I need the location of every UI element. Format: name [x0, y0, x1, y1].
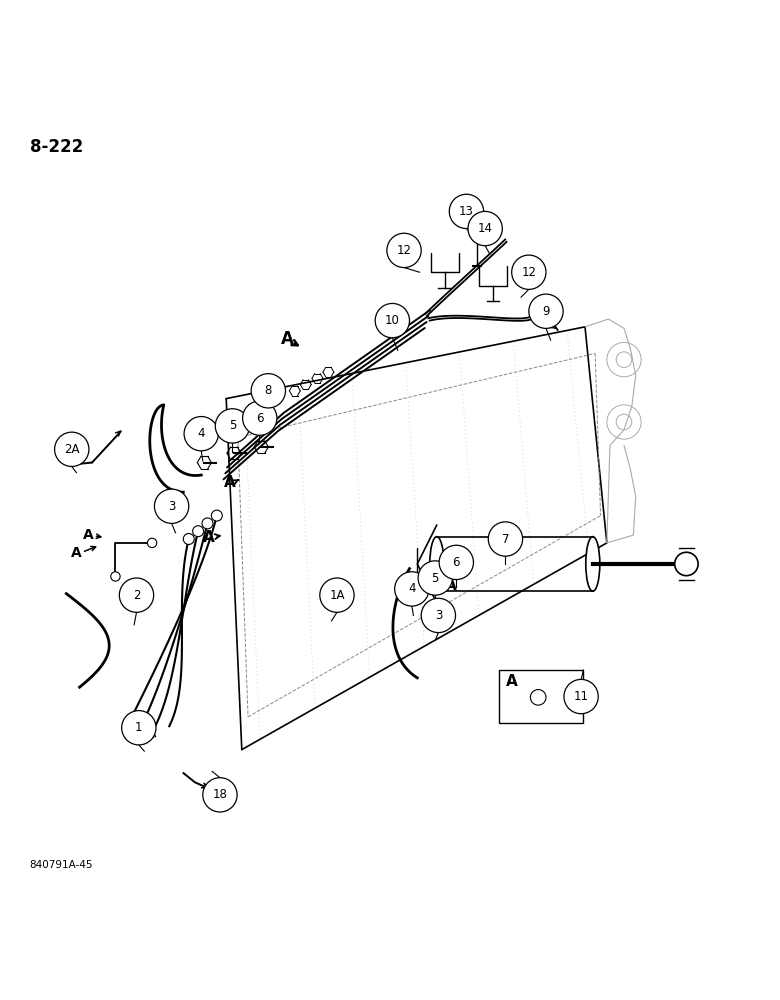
- Circle shape: [211, 510, 222, 521]
- Circle shape: [202, 518, 213, 529]
- Circle shape: [184, 417, 218, 451]
- Text: A: A: [83, 528, 94, 542]
- Text: 1: 1: [135, 721, 143, 734]
- Circle shape: [251, 374, 285, 408]
- Text: A: A: [71, 546, 82, 560]
- Circle shape: [468, 211, 502, 246]
- Circle shape: [122, 711, 156, 745]
- Ellipse shape: [586, 537, 600, 591]
- Circle shape: [675, 552, 698, 576]
- Circle shape: [203, 778, 237, 812]
- Text: 2: 2: [133, 589, 140, 602]
- Circle shape: [375, 303, 410, 338]
- Circle shape: [183, 534, 194, 544]
- Text: A: A: [224, 475, 236, 490]
- Circle shape: [193, 526, 204, 537]
- Circle shape: [111, 572, 120, 581]
- Text: 7: 7: [502, 533, 509, 546]
- Text: 10: 10: [385, 314, 400, 327]
- Text: 5: 5: [431, 572, 439, 584]
- Circle shape: [387, 233, 421, 268]
- Circle shape: [418, 561, 452, 595]
- Text: 18: 18: [212, 788, 228, 801]
- Ellipse shape: [430, 537, 444, 591]
- Circle shape: [320, 578, 354, 612]
- Circle shape: [449, 194, 484, 229]
- Circle shape: [215, 409, 250, 443]
- Circle shape: [529, 294, 563, 328]
- Circle shape: [154, 489, 189, 523]
- Text: 6: 6: [256, 412, 264, 425]
- Text: 13: 13: [459, 205, 474, 218]
- Circle shape: [119, 578, 154, 612]
- Text: 12: 12: [396, 244, 412, 257]
- Text: A: A: [445, 578, 457, 593]
- Text: 2A: 2A: [64, 443, 80, 456]
- Text: 4: 4: [197, 427, 205, 440]
- Circle shape: [421, 598, 456, 633]
- Circle shape: [488, 522, 523, 556]
- Text: 5: 5: [229, 419, 236, 432]
- Text: 1A: 1A: [329, 589, 345, 602]
- Circle shape: [512, 255, 546, 289]
- Text: 6: 6: [452, 556, 460, 569]
- Circle shape: [147, 538, 157, 548]
- Circle shape: [395, 572, 429, 606]
- Text: 3: 3: [434, 609, 442, 622]
- Text: 11: 11: [573, 690, 589, 703]
- Text: A: A: [281, 330, 293, 348]
- Circle shape: [439, 545, 473, 580]
- Text: 9: 9: [542, 305, 550, 318]
- Text: 840791A-45: 840791A-45: [30, 860, 93, 870]
- Text: A: A: [505, 674, 518, 689]
- Text: 4: 4: [408, 582, 416, 595]
- Text: 12: 12: [521, 266, 537, 279]
- Text: 3: 3: [168, 500, 176, 513]
- Circle shape: [55, 432, 89, 466]
- Text: 14: 14: [477, 222, 493, 235]
- Bar: [499, 670, 583, 723]
- Circle shape: [243, 401, 277, 435]
- Text: 8-222: 8-222: [30, 138, 83, 156]
- Circle shape: [564, 679, 598, 714]
- Text: 8: 8: [264, 384, 272, 397]
- Text: A: A: [203, 530, 215, 545]
